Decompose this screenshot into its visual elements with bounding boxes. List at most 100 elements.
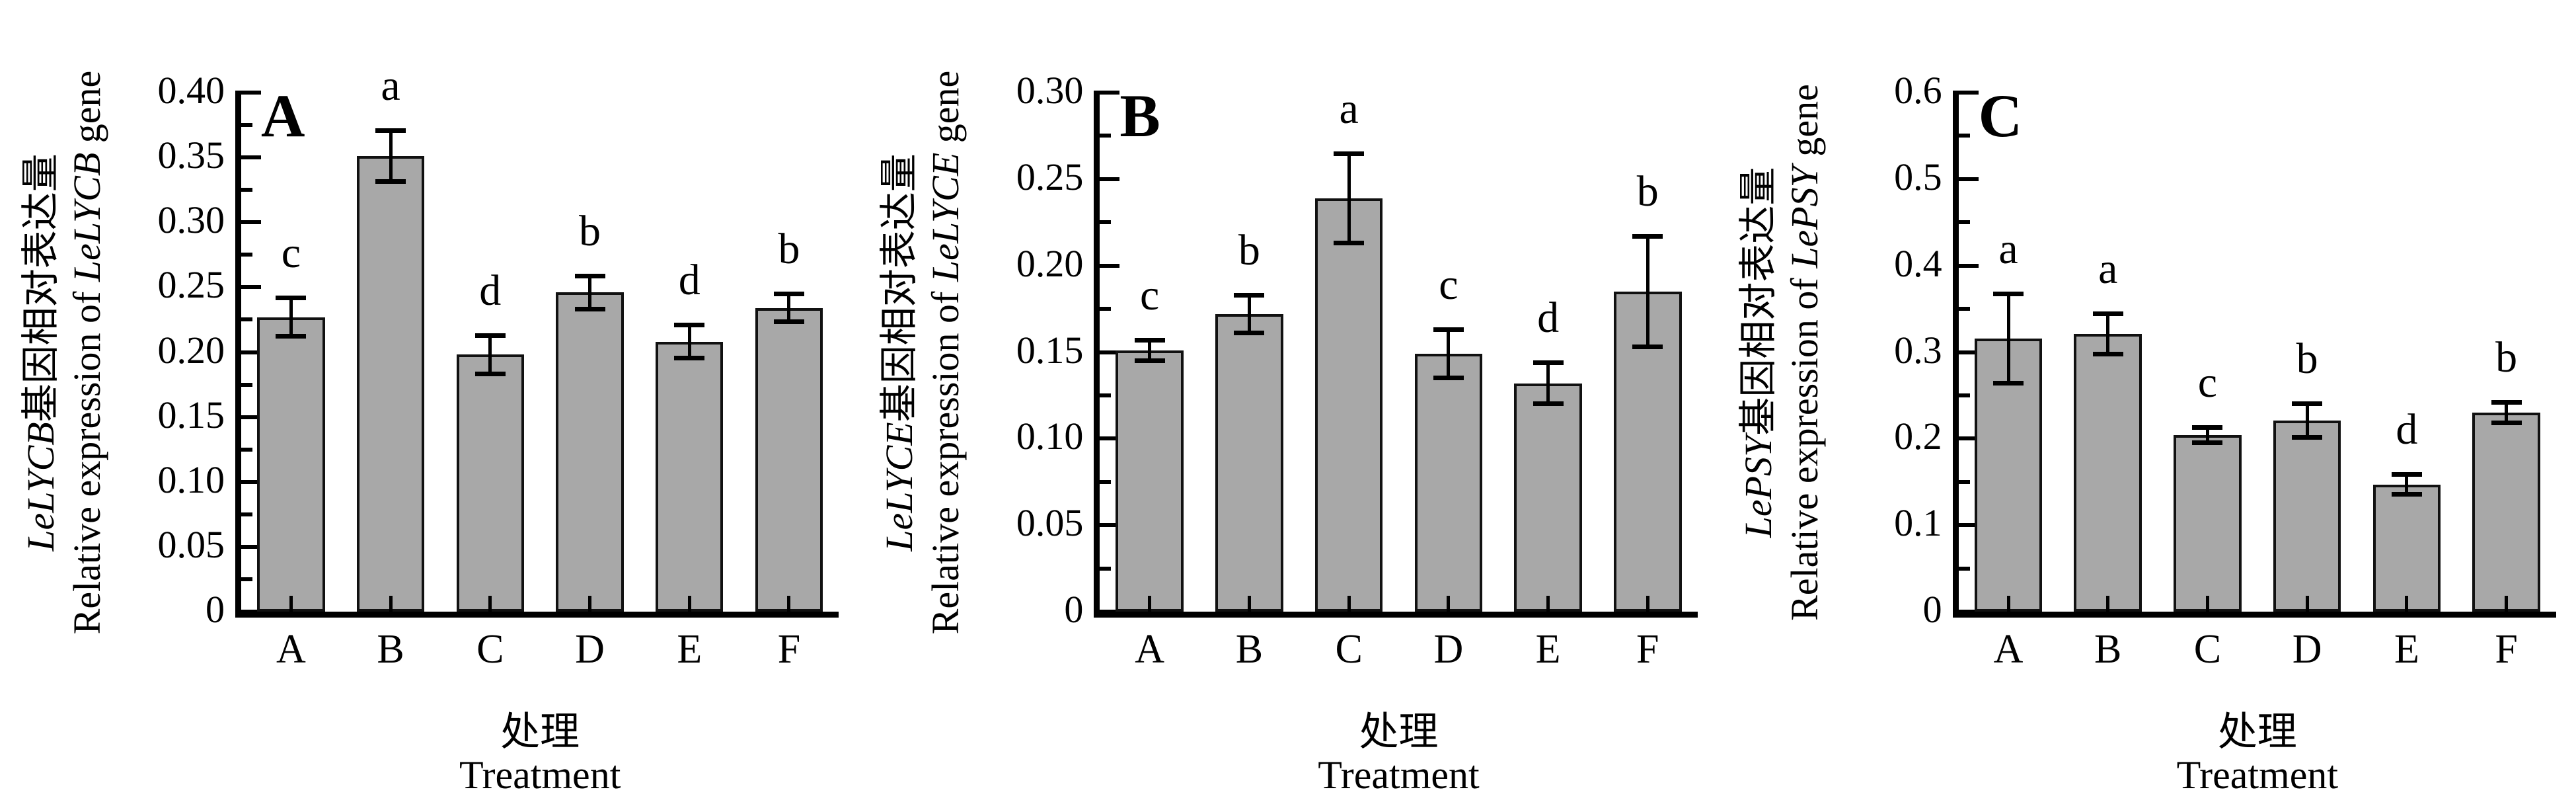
error-bar-cap [1234, 330, 1265, 335]
y-tick-label: 0.30 [157, 198, 225, 242]
x-tick [1546, 596, 1550, 612]
x-category-label: E [2394, 627, 2419, 672]
y-major-tick [241, 155, 261, 160]
error-bar-line [2305, 403, 2309, 438]
x-category-label: A [1135, 627, 1165, 672]
y-major-tick [1100, 177, 1120, 181]
y-axis-label-en: Relative expression of LePSY gene [1782, 83, 1826, 621]
y-axis-label-zh: LeLYCE基因相对表达量 [878, 153, 921, 551]
y-tick-label: 0.2 [1894, 415, 1942, 458]
sig-letter: a [1339, 84, 1359, 133]
x-tick [2205, 596, 2209, 612]
y-minor-tick [241, 577, 252, 581]
sig-letter: b [1636, 167, 1659, 216]
y-axis-line [1952, 91, 1959, 618]
error-bar-cap [375, 179, 406, 184]
error-bar-line [2405, 473, 2409, 495]
y-major-tick [1958, 436, 1979, 441]
y-major-tick [241, 544, 261, 549]
y-tick-label: 0.20 [1016, 241, 1084, 285]
bar [2472, 413, 2540, 612]
y-major-tick [1958, 523, 1979, 528]
sig-letter: b [2495, 333, 2518, 382]
y-minor-tick [241, 253, 252, 257]
x-tick [488, 596, 492, 612]
error-bar-cap [674, 323, 705, 328]
bar [755, 307, 823, 612]
y-tick-label: 0.40 [157, 69, 225, 112]
y-minor-tick [1958, 566, 1970, 571]
y-minor-tick [1958, 393, 1970, 397]
bar [2273, 420, 2341, 612]
error-bar-cap [674, 356, 705, 361]
y-tick-label: 0.25 [1016, 155, 1084, 198]
x-category-label: B [2094, 627, 2122, 672]
error-bar-cap [1533, 401, 1564, 406]
bar [2074, 334, 2142, 612]
panel-corner-label: C [1978, 82, 2023, 149]
x-category-label: B [377, 627, 404, 672]
y-major-tick [1100, 436, 1120, 441]
error-bar-line [1148, 340, 1152, 361]
x-tick [2405, 596, 2409, 612]
error-bar-cap [1993, 291, 2024, 296]
error-bar-cap [1334, 240, 1365, 245]
y-minor-tick [241, 447, 252, 452]
y-minor-tick [241, 382, 252, 387]
error-bar-line [1546, 362, 1550, 404]
sig-letter: c [281, 229, 301, 278]
sig-letter: d [2396, 405, 2418, 454]
sig-letter: a [381, 61, 400, 110]
x-axis-line [1952, 612, 2556, 618]
y-tick-label: 0.6 [1894, 69, 1942, 112]
bar [456, 354, 525, 612]
error-bar-cap [2092, 311, 2123, 316]
y-tick-label: 0.10 [1016, 415, 1084, 458]
y-major-tick [1958, 91, 1979, 95]
y-minor-tick [241, 123, 252, 128]
bar [1215, 313, 1283, 612]
y-tick-label: 0 [1922, 588, 1942, 631]
bar [257, 317, 325, 612]
y-major-tick [1100, 610, 1120, 614]
y-minor-tick [1958, 134, 1970, 138]
y-minor-tick [1958, 479, 1970, 484]
y-tick-label: 0.1 [1894, 501, 1942, 545]
y-tick-label: 0.15 [1016, 328, 1084, 372]
error-bar-line [488, 335, 492, 374]
y-minor-tick [1100, 307, 1112, 311]
y-minor-tick [1100, 566, 1112, 571]
y-minor-tick [1100, 220, 1112, 225]
y-minor-tick [1958, 220, 1970, 225]
error-bar-line [787, 294, 791, 323]
x-category-label: E [677, 627, 702, 672]
bar [356, 156, 425, 612]
bar [656, 341, 724, 612]
y-tick-label: 0 [206, 588, 225, 631]
y-axis-label-zh: LeLYCB基因相对表达量 [19, 153, 62, 551]
x-category-label: D [2292, 627, 2322, 672]
error-bar-cap [2391, 492, 2422, 497]
error-bar-cap [1433, 375, 1464, 380]
error-bar-cap [375, 128, 406, 133]
x-tick [289, 596, 293, 612]
error-bar-cap [2292, 401, 2323, 406]
error-bar-cap [1234, 293, 1265, 298]
error-bar-cap [2192, 440, 2223, 445]
y-major-tick [241, 350, 261, 354]
x-category-label: F [2495, 627, 2518, 672]
y-major-tick [1100, 91, 1120, 95]
bar [2372, 484, 2441, 612]
sig-letter: d [678, 256, 701, 305]
y-tick-label: 0.25 [157, 263, 225, 307]
x-tick [2305, 596, 2309, 612]
error-bar-cap [1533, 360, 1564, 366]
error-bar-cap [1993, 380, 2024, 386]
y-tick-label: 0.05 [1016, 501, 1084, 545]
error-bar-cap [2292, 435, 2323, 440]
y-major-tick [1958, 350, 1979, 354]
x-category-label: F [777, 627, 801, 672]
error-bar-cap [276, 333, 307, 339]
error-bar-cap [1433, 327, 1464, 333]
